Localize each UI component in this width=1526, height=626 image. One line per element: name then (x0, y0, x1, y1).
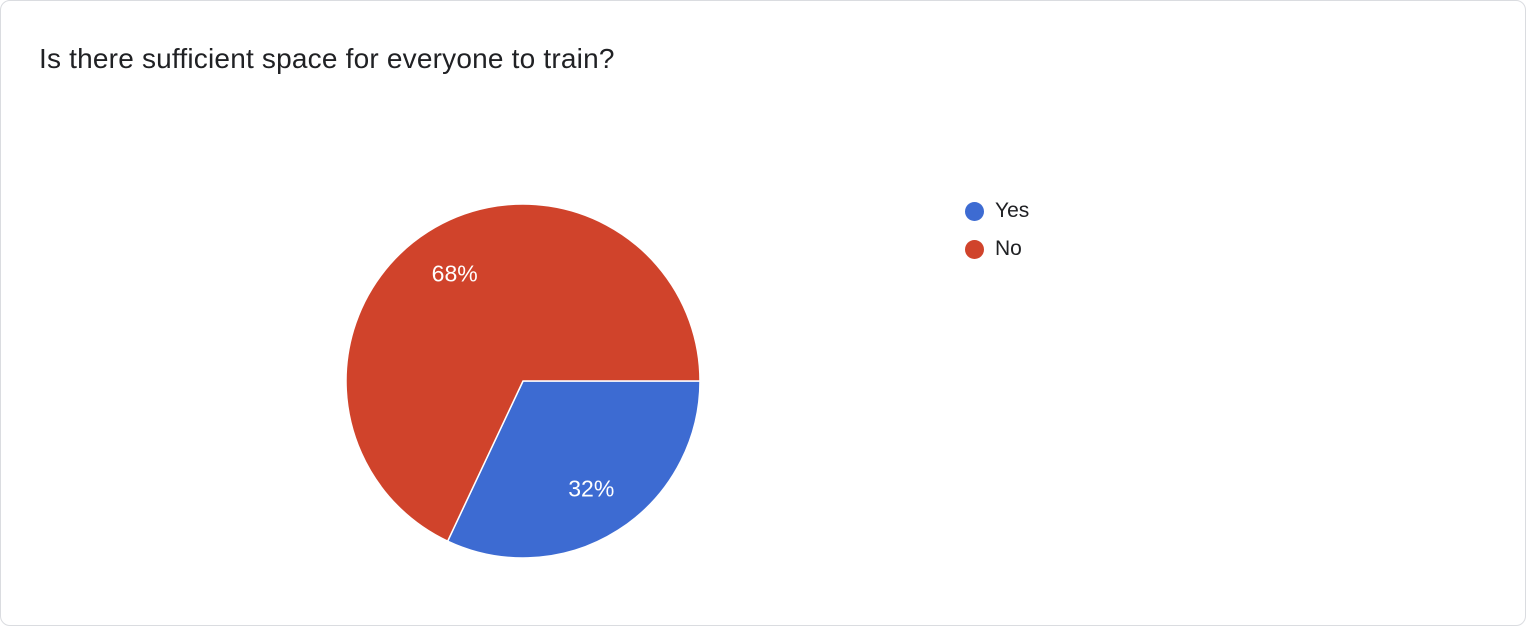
pie-slice-label: 32% (568, 476, 614, 502)
legend-label: No (995, 237, 1022, 260)
legend-swatch (965, 201, 984, 221)
chart-legend: Yes No (965, 199, 1029, 261)
pie-slice-yes (446, 380, 701, 559)
pie-slice-no (345, 203, 701, 542)
legend-item-yes: Yes (965, 199, 1029, 223)
chart-title: Is there sufficient space for everyone t… (39, 43, 615, 74)
legend-label: Yes (995, 199, 1030, 222)
legend-item-no: No (965, 237, 1029, 261)
pie-chart-svg: 32% 68% (345, 203, 701, 559)
pie-chart: 32% 68% (343, 201, 703, 561)
pie-slice-label: 68% (432, 260, 478, 286)
legend-swatch (965, 239, 984, 259)
